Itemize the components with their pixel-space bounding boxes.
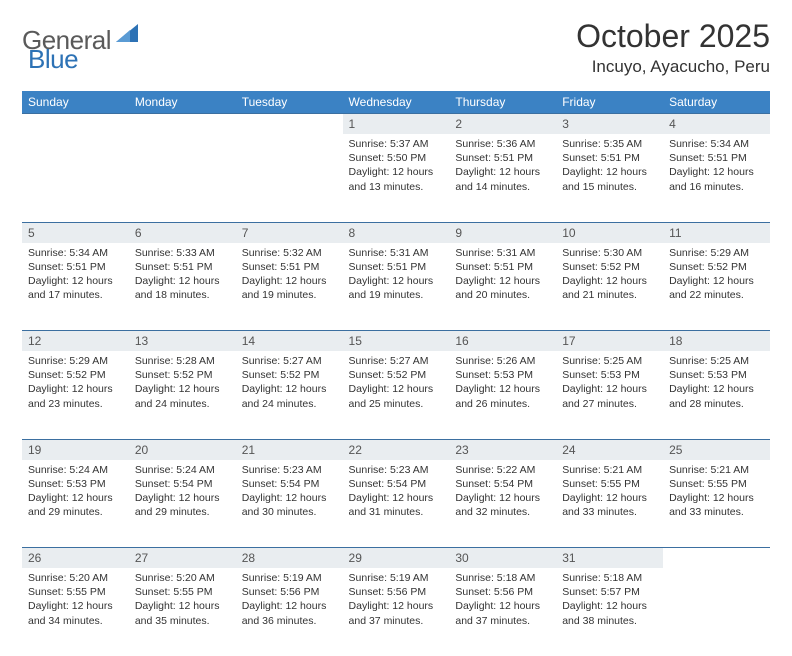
day-body-row: Sunrise: 5:34 AMSunset: 5:51 PMDaylight:…	[22, 243, 770, 331]
day-cell: Sunrise: 5:35 AMSunset: 5:51 PMDaylight:…	[556, 134, 663, 200]
day-number-row: 19202122232425	[22, 439, 770, 460]
day-body-row: Sunrise: 5:37 AMSunset: 5:50 PMDaylight:…	[22, 134, 770, 222]
day-number: 25	[663, 440, 770, 460]
sail-icon	[116, 24, 138, 47]
day-number: 19	[22, 440, 129, 460]
day-number: 21	[236, 440, 343, 460]
brand-line2-wrap: Blue	[28, 44, 78, 75]
day-cell: Sunrise: 5:37 AMSunset: 5:50 PMDaylight:…	[343, 134, 450, 200]
day-number: 30	[449, 548, 556, 568]
day-number: 22	[343, 440, 450, 460]
weekday-header: Wednesday	[343, 91, 450, 114]
day-cell: Sunrise: 5:25 AMSunset: 5:53 PMDaylight:…	[663, 351, 770, 417]
header: General October 2025 Incuyo, Ayacucho, P…	[22, 18, 770, 77]
brand-part2: Blue	[28, 44, 78, 74]
weekday-header: Thursday	[449, 91, 556, 114]
day-cell: Sunrise: 5:26 AMSunset: 5:53 PMDaylight:…	[449, 351, 556, 417]
month-title: October 2025	[576, 18, 770, 55]
day-cell: Sunrise: 5:25 AMSunset: 5:53 PMDaylight:…	[556, 351, 663, 417]
day-number	[22, 114, 129, 134]
calendar-table: SundayMondayTuesdayWednesdayThursdayFrid…	[22, 91, 770, 656]
day-number: 9	[449, 223, 556, 243]
day-number: 8	[343, 223, 450, 243]
weekday-header: Tuesday	[236, 91, 343, 114]
day-number: 20	[129, 440, 236, 460]
day-cell: Sunrise: 5:20 AMSunset: 5:55 PMDaylight:…	[22, 568, 129, 634]
day-body-row: Sunrise: 5:20 AMSunset: 5:55 PMDaylight:…	[22, 568, 770, 656]
day-number: 31	[556, 548, 663, 568]
day-cell: Sunrise: 5:29 AMSunset: 5:52 PMDaylight:…	[663, 243, 770, 309]
day-cell: Sunrise: 5:32 AMSunset: 5:51 PMDaylight:…	[236, 243, 343, 309]
day-number	[236, 114, 343, 134]
day-cell: Sunrise: 5:24 AMSunset: 5:53 PMDaylight:…	[22, 460, 129, 526]
day-number: 16	[449, 331, 556, 351]
location: Incuyo, Ayacucho, Peru	[576, 57, 770, 77]
weekday-header: Monday	[129, 91, 236, 114]
day-number: 28	[236, 548, 343, 568]
day-body-row: Sunrise: 5:29 AMSunset: 5:52 PMDaylight:…	[22, 351, 770, 439]
day-number	[663, 548, 770, 568]
day-number-row: 567891011	[22, 222, 770, 243]
day-number: 13	[129, 331, 236, 351]
day-number: 1	[343, 114, 450, 134]
day-number: 27	[129, 548, 236, 568]
day-number: 7	[236, 223, 343, 243]
day-number: 4	[663, 114, 770, 134]
day-cell: Sunrise: 5:36 AMSunset: 5:51 PMDaylight:…	[449, 134, 556, 200]
day-number: 6	[129, 223, 236, 243]
day-number: 12	[22, 331, 129, 351]
day-cell: Sunrise: 5:20 AMSunset: 5:55 PMDaylight:…	[129, 568, 236, 634]
day-cell: Sunrise: 5:27 AMSunset: 5:52 PMDaylight:…	[343, 351, 450, 417]
day-number-row: 12131415161718	[22, 331, 770, 352]
day-cell: Sunrise: 5:19 AMSunset: 5:56 PMDaylight:…	[236, 568, 343, 634]
day-number-row: 1234	[22, 114, 770, 135]
day-cell: Sunrise: 5:18 AMSunset: 5:57 PMDaylight:…	[556, 568, 663, 634]
day-number: 14	[236, 331, 343, 351]
day-number: 3	[556, 114, 663, 134]
day-number-row: 262728293031	[22, 548, 770, 569]
weekday-header: Friday	[556, 91, 663, 114]
day-number: 18	[663, 331, 770, 351]
day-cell: Sunrise: 5:27 AMSunset: 5:52 PMDaylight:…	[236, 351, 343, 417]
day-body-row: Sunrise: 5:24 AMSunset: 5:53 PMDaylight:…	[22, 460, 770, 548]
day-cell: Sunrise: 5:23 AMSunset: 5:54 PMDaylight:…	[343, 460, 450, 526]
day-number: 2	[449, 114, 556, 134]
day-number: 5	[22, 223, 129, 243]
day-cell: Sunrise: 5:24 AMSunset: 5:54 PMDaylight:…	[129, 460, 236, 526]
day-cell: Sunrise: 5:21 AMSunset: 5:55 PMDaylight:…	[556, 460, 663, 526]
weekday-row: SundayMondayTuesdayWednesdayThursdayFrid…	[22, 91, 770, 114]
day-cell: Sunrise: 5:22 AMSunset: 5:54 PMDaylight:…	[449, 460, 556, 526]
day-number	[129, 114, 236, 134]
day-number: 26	[22, 548, 129, 568]
day-number: 23	[449, 440, 556, 460]
day-cell	[22, 134, 129, 143]
day-cell	[236, 134, 343, 143]
weekday-header: Saturday	[663, 91, 770, 114]
day-cell: Sunrise: 5:28 AMSunset: 5:52 PMDaylight:…	[129, 351, 236, 417]
day-cell	[663, 568, 770, 577]
day-number: 10	[556, 223, 663, 243]
day-cell	[129, 134, 236, 143]
day-cell: Sunrise: 5:18 AMSunset: 5:56 PMDaylight:…	[449, 568, 556, 634]
day-cell: Sunrise: 5:31 AMSunset: 5:51 PMDaylight:…	[449, 243, 556, 309]
day-number: 29	[343, 548, 450, 568]
day-cell: Sunrise: 5:31 AMSunset: 5:51 PMDaylight:…	[343, 243, 450, 309]
day-cell: Sunrise: 5:19 AMSunset: 5:56 PMDaylight:…	[343, 568, 450, 634]
day-number: 11	[663, 223, 770, 243]
weekday-header: Sunday	[22, 91, 129, 114]
day-cell: Sunrise: 5:23 AMSunset: 5:54 PMDaylight:…	[236, 460, 343, 526]
day-number: 17	[556, 331, 663, 351]
day-number: 24	[556, 440, 663, 460]
day-number: 15	[343, 331, 450, 351]
calendar-head: SundayMondayTuesdayWednesdayThursdayFrid…	[22, 91, 770, 114]
day-cell: Sunrise: 5:21 AMSunset: 5:55 PMDaylight:…	[663, 460, 770, 526]
day-cell: Sunrise: 5:34 AMSunset: 5:51 PMDaylight:…	[663, 134, 770, 200]
day-cell: Sunrise: 5:34 AMSunset: 5:51 PMDaylight:…	[22, 243, 129, 309]
calendar-body: 1234Sunrise: 5:37 AMSunset: 5:50 PMDayli…	[22, 114, 770, 656]
day-cell: Sunrise: 5:33 AMSunset: 5:51 PMDaylight:…	[129, 243, 236, 309]
day-cell: Sunrise: 5:29 AMSunset: 5:52 PMDaylight:…	[22, 351, 129, 417]
day-cell: Sunrise: 5:30 AMSunset: 5:52 PMDaylight:…	[556, 243, 663, 309]
title-block: October 2025 Incuyo, Ayacucho, Peru	[576, 18, 770, 77]
